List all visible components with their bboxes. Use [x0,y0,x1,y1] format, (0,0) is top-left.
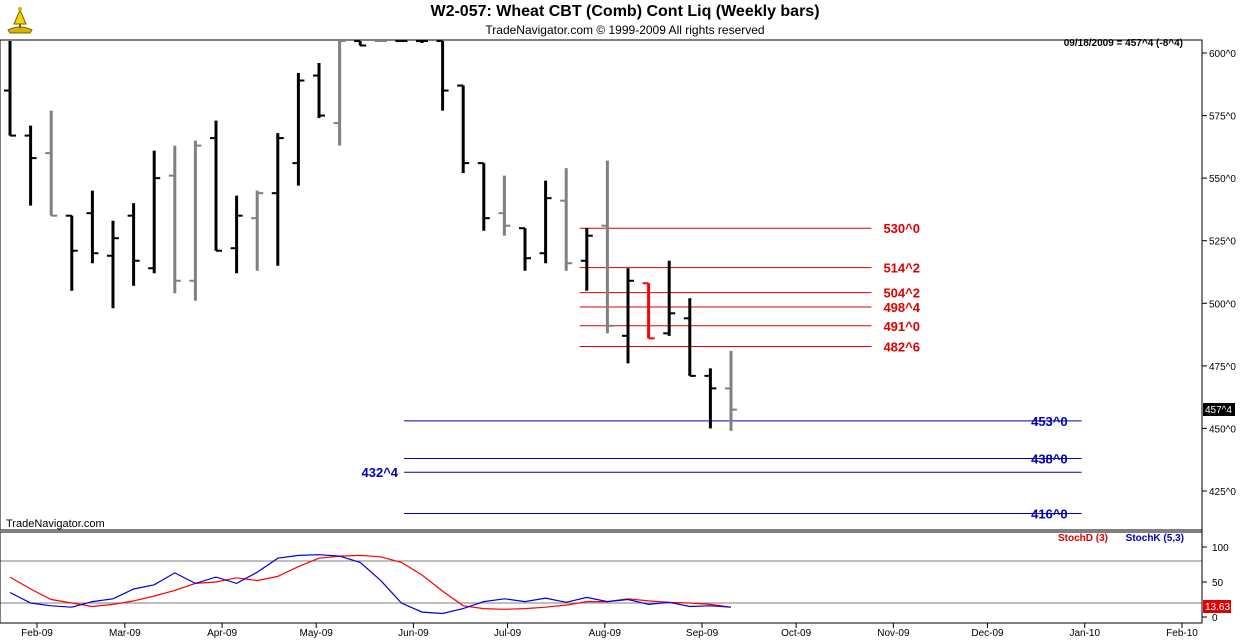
resistance-label: 498^4 [883,300,920,315]
date-tick-label: May-09 [300,628,334,639]
price-tick-label: 550^0 [1209,174,1236,185]
ohlc-bar [148,150,161,274]
date-tick-label: Jun-09 [398,628,429,639]
ohlc-bar [65,214,78,291]
stoch-series-line [9,554,732,610]
date-tick-label: Mar-09 [109,628,141,639]
legend-stochd: StochD (3) [1058,533,1108,544]
resistance-label: 530^0 [883,221,920,236]
ohlc-bar [477,162,490,231]
ohlc-bar [436,40,449,111]
stoch-tick-label: 50 [1212,578,1224,589]
ohlc-bar [601,160,614,334]
legend-stochk: StochK (5,3) [1126,533,1184,544]
ohlc-bar [539,180,552,264]
date-tick-label: Jan-10 [1069,628,1100,639]
chart-frame [0,39,1203,624]
ohlc-bar [683,298,696,377]
ohlc-bar [663,260,676,336]
stoch-tag-label: 13.63 [1205,602,1230,613]
ohlc-bar [313,63,325,119]
date-tick-label: Dec-09 [971,628,1004,639]
price-tag: 457^4 [1203,403,1235,416]
chart-copyright: TradeNavigator.com © 1999-2009 All right… [485,23,765,37]
ohlc-bar [86,190,99,264]
support-label: 438^0 [1031,451,1068,466]
watermark: TradeNavigator.com [6,518,105,530]
resistance-label: 514^2 [883,261,920,276]
ohlc-bar [168,145,181,294]
ohlc-bar [498,175,511,236]
resistance-label: 482^6 [883,339,920,354]
stoch-tick-label: 0 [1212,613,1218,624]
chart-header: W2-057: Wheat CBT (Comb) Cont Liq (Weekl… [0,0,1250,40]
resistance-label: 491^0 [883,319,920,334]
sextant-logo-icon [4,4,36,36]
support-label: 416^0 [1031,507,1068,522]
date-tick-label: Sep-09 [686,628,719,639]
price-axis: 425^0 450^0 475^0 500^0 525^0 550^0 575^0 600^0… [1202,49,1236,624]
price-tick-label: 425^0 [1209,487,1236,498]
ohlc-bar [107,220,119,309]
ohlc-bar [230,195,243,274]
date-tick-label: Apr-09 [207,628,237,639]
price-tick-label: 525^0 [1209,237,1236,248]
date-tick-label: Aug-09 [589,628,622,639]
ohlc-bar [271,133,284,266]
price-tick-label: 500^0 [1209,299,1236,310]
price-tick-label: 450^0 [1209,424,1236,435]
ohlc-bar [4,41,16,137]
date-axis: Feb-09 Mar-09 Apr-09 May-09 Jun-09 Jul-09 Aug-… [21,623,1198,639]
ohlc-bar [622,268,634,364]
stochastic-panel [0,554,1202,615]
stoch-series-line [9,554,732,615]
price-tick-label: 600^0 [1209,49,1236,60]
ohlc-bar [354,40,367,47]
support-label: 453^0 [1031,414,1068,429]
ohlc-bar [519,227,531,271]
ohlc-bars [4,40,737,431]
ohlc-bar [210,120,222,252]
support-label: 432^4 [362,465,399,480]
price-tick-label: 475^0 [1209,362,1236,373]
ohlc-bar [333,40,346,146]
price-tick-label: 575^0 [1209,112,1236,123]
ohlc-bar [580,228,593,291]
date-tick-label: Nov-09 [877,628,910,639]
ohlc-bar [292,73,305,186]
date-tick-label: Jul-09 [494,628,522,639]
ohlc-bar [416,40,428,43]
date-tick-label: Oct-09 [781,628,811,639]
resistance-label: 504^2 [883,286,920,301]
ohlc-bar [725,350,737,431]
stoch-tick-label: 100 [1212,543,1229,554]
ohlc-bar [24,125,37,206]
date-tick-label: Feb-10 [1166,628,1198,639]
date-tick-label: Feb-09 [21,628,53,639]
ohlc-bar [251,190,264,271]
ohlc-bar [457,84,470,174]
price-tag-label: 457^4 [1205,405,1232,416]
stoch-tag: 13.63 [1203,600,1231,613]
ohlc-bar [189,140,202,301]
ohlc-bar [704,368,717,429]
ohlc-bar [642,282,655,340]
ohlc-bar [127,203,140,286]
chart-title: W2-057: Wheat CBT (Comb) Cont Liq (Weekl… [430,3,820,20]
last-quote: 09/18/2009 = 457^4 (-8^4) [1064,38,1183,49]
ohlc-bar [45,110,58,217]
ohlc-bar [560,168,573,271]
